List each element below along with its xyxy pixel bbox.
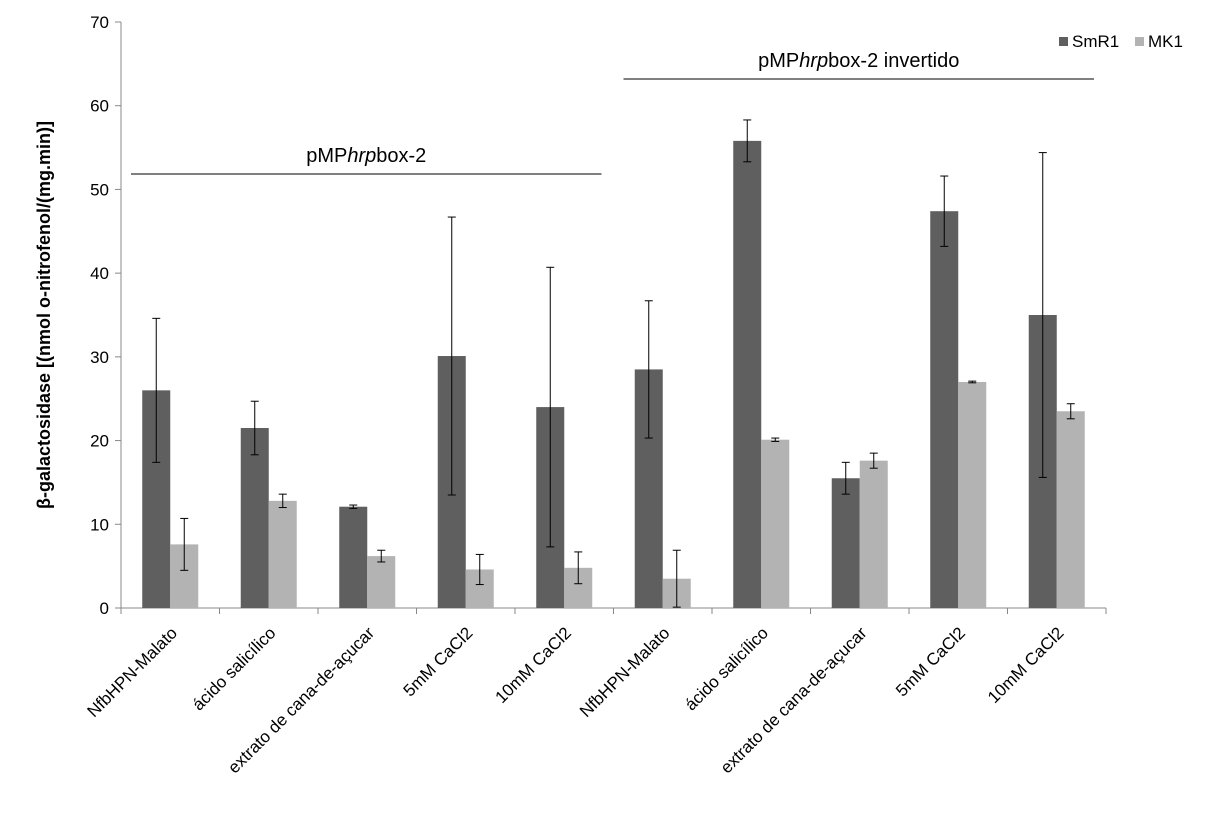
y-tick-label: 10: [90, 515, 109, 534]
y-tick-label: 50: [90, 180, 109, 199]
y-axis-label: β-galactosidase [(nmol o-nitrofenol/(mg.…: [34, 121, 54, 509]
bar-mk1: [761, 439, 790, 608]
x-tick-label: ácido salicílico: [681, 623, 772, 714]
legend: SmR1 MK1: [1059, 32, 1183, 51]
bar-smr1: [930, 211, 959, 609]
group-annotation-label: pMPhrpbox-2: [306, 145, 426, 167]
legend-swatch-smr1: [1059, 37, 1068, 46]
y-tick-label: 20: [90, 432, 109, 451]
legend-label-smr1: SmR1: [1072, 32, 1119, 51]
bar-smr1: [733, 140, 762, 609]
bar-smr1: [831, 478, 860, 608]
bar-mk1: [859, 460, 888, 608]
y-tick-label: 70: [90, 13, 109, 32]
group-label-rest: box-2 invertido: [828, 50, 959, 72]
group-label-italic: hrp: [799, 50, 828, 72]
x-tick-label: 10mM CaCl2: [984, 623, 1068, 707]
y-ticks: 0 10 20 30 40 50 60 70: [90, 13, 121, 618]
bar-smr1: [339, 506, 368, 608]
bar-mk1: [367, 556, 396, 608]
bars: [142, 140, 1085, 609]
x-tick-label: NfbHPN-Malato: [576, 623, 674, 721]
error-bars: [152, 119, 1075, 608]
x-tick-label: 5mM CaCl2: [892, 623, 969, 700]
x-tick-label: 5mM CaCl2: [400, 623, 477, 700]
y-tick-label: 0: [100, 599, 109, 618]
y-tick-label: 60: [90, 97, 109, 116]
group-label-plain: pMP: [758, 50, 799, 72]
bar-mk1: [1056, 411, 1085, 608]
y-tick-label: 30: [90, 348, 109, 367]
bar-smr1: [240, 428, 269, 608]
bar-mk1: [268, 500, 297, 608]
legend-label-mk1: MK1: [1148, 32, 1183, 51]
group-label-rest: box-2: [376, 145, 426, 167]
group-label-italic: hrp: [347, 145, 376, 167]
x-tick-label: 10mM CaCl2: [491, 623, 575, 707]
legend-swatch-mk1: [1135, 37, 1144, 46]
y-axis-title: β-galactosidase [(nmol o-nitrofenol/(mg.…: [34, 121, 54, 509]
x-tick-label: NfbHPN-Malato: [83, 623, 181, 721]
group-label-plain: pMP: [306, 145, 347, 167]
x-tick-label: ácido salicílico: [189, 623, 280, 714]
bar-mk1: [958, 381, 987, 608]
y-tick-label: 40: [90, 264, 109, 283]
group-annotation-label: pMPhrpbox-2 invertido: [758, 50, 959, 72]
